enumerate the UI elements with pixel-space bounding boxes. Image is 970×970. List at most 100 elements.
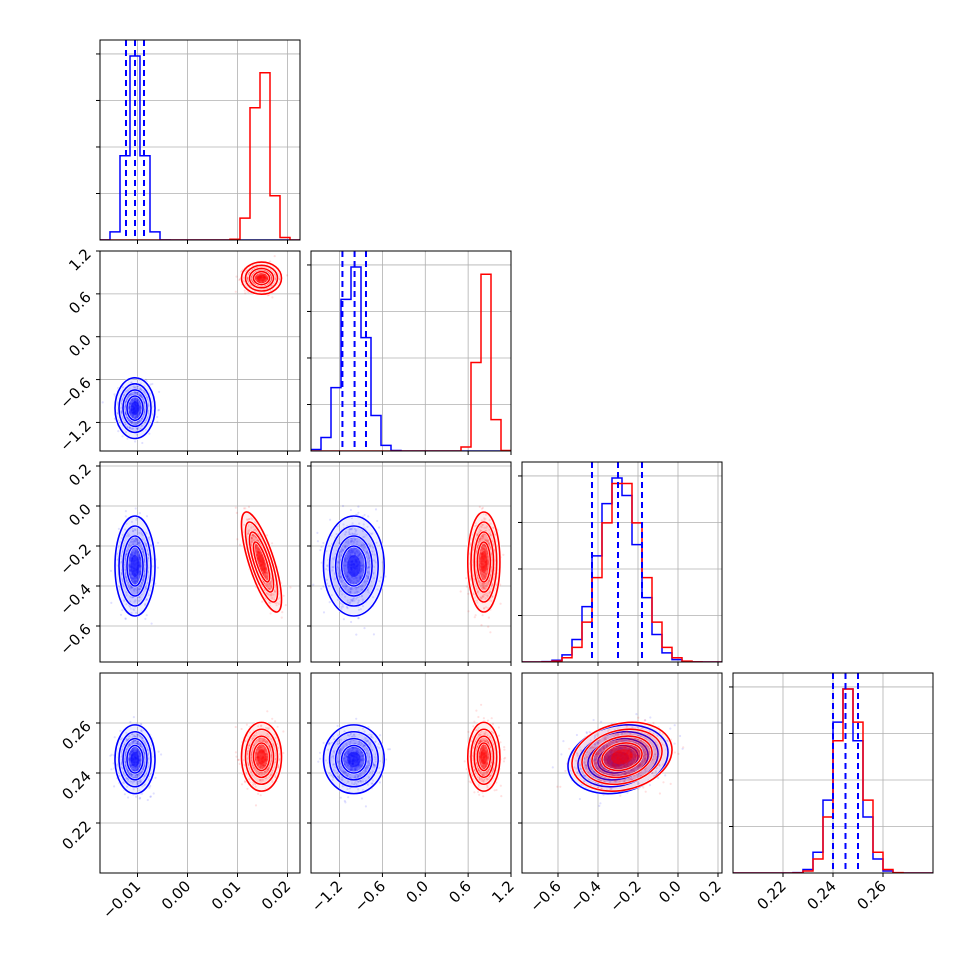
scatter-point	[352, 549, 355, 552]
scatter-point	[130, 578, 133, 581]
scatter-point	[132, 577, 136, 580]
scatter-point	[359, 577, 362, 580]
scatter-point	[485, 526, 488, 529]
scatter-point	[146, 548, 149, 551]
scatter-point	[136, 765, 139, 769]
scatter-point	[138, 570, 141, 573]
scatter-point	[367, 576, 370, 579]
scatter-point	[138, 596, 141, 599]
scatter-point	[136, 749, 140, 752]
scatter-point	[247, 517, 251, 521]
scatter-point	[268, 583, 271, 586]
scatter-point	[355, 550, 358, 553]
scatter-point	[136, 413, 139, 416]
scatter-point	[269, 581, 272, 585]
scatter-point	[483, 549, 486, 552]
scatter-point	[272, 593, 275, 596]
scatter-point	[371, 550, 374, 553]
scatter-point	[351, 551, 354, 555]
scatter-point	[130, 774, 133, 777]
scatter-point	[484, 576, 487, 579]
contour-line	[476, 541, 492, 583]
scatter-point	[135, 399, 139, 402]
contour-line	[340, 545, 367, 587]
scatter-point	[135, 537, 138, 541]
scatter-point	[138, 575, 141, 579]
scatter-point	[485, 549, 488, 552]
scatter-point	[378, 580, 381, 583]
scatter-point	[344, 564, 348, 567]
scatter-point	[365, 550, 368, 554]
contour-line	[244, 264, 279, 292]
scatter-point	[136, 750, 139, 754]
contour-line	[240, 511, 283, 613]
scatter-point	[120, 762, 123, 766]
scatter-point	[263, 573, 267, 577]
scatter-point	[134, 587, 137, 591]
scatter-point	[138, 542, 141, 545]
scatter-point	[351, 522, 354, 525]
scatter-point	[479, 568, 482, 571]
scatter-point	[342, 564, 345, 567]
scatter-point	[135, 577, 138, 580]
histogram-series-0	[311, 266, 511, 451]
scatter-point	[261, 281, 264, 284]
scatter-point	[130, 586, 133, 589]
scatter-point	[357, 601, 360, 604]
scatter-point	[251, 538, 254, 542]
scatter-point	[130, 551, 133, 554]
scatter-point	[360, 564, 363, 567]
scatter-point	[136, 415, 139, 418]
scatter-point	[361, 594, 364, 597]
scatter-point	[133, 578, 136, 581]
scatter-point	[131, 749, 134, 752]
scatter-point	[144, 783, 147, 786]
scatter-point	[476, 544, 479, 547]
scatter-point	[481, 573, 484, 576]
scatter-point	[139, 556, 142, 560]
scatter-point	[144, 742, 147, 745]
scatter-point	[355, 597, 358, 600]
scatter-point	[133, 766, 136, 769]
scatter-point	[131, 415, 134, 418]
scatter-point	[110, 753, 113, 756]
scatter-point	[352, 582, 355, 585]
contour-line	[252, 541, 271, 583]
scatter-point	[342, 523, 345, 526]
scatter-point	[142, 550, 145, 553]
scatter-point	[349, 551, 352, 554]
scatter-point	[354, 577, 357, 580]
scatter-point	[139, 556, 142, 560]
scatter-point	[278, 275, 281, 278]
scatter-point	[129, 753, 132, 756]
scatter-point	[487, 540, 490, 543]
scatter-point	[132, 740, 135, 743]
scatter-point	[357, 550, 360, 554]
scatter-point	[129, 720, 132, 724]
scatter-point	[128, 410, 131, 413]
scatter-point	[138, 735, 141, 738]
scatter-point	[133, 769, 136, 772]
scatter-point	[270, 594, 273, 597]
scatter-point	[135, 518, 138, 521]
scatter-point	[125, 576, 128, 580]
scatter-point	[345, 605, 349, 609]
scatter-point	[465, 585, 468, 588]
scatter-point	[131, 742, 134, 745]
scatter-point	[133, 423, 136, 426]
scatter-point	[131, 749, 134, 753]
scatter-point	[357, 580, 360, 583]
scatter-point	[261, 571, 264, 574]
scatter-point	[129, 765, 132, 768]
contour-line	[244, 521, 279, 603]
scatter-point	[350, 548, 354, 551]
scatter-point	[367, 561, 370, 564]
scatter-point	[350, 540, 353, 543]
contour-line	[122, 389, 148, 428]
scatter-point	[250, 533, 254, 537]
scatter-point	[125, 731, 128, 735]
scatter-point	[349, 553, 352, 557]
scatter-point	[131, 577, 134, 580]
scatter-point	[157, 750, 160, 753]
scatter-point	[128, 402, 131, 406]
